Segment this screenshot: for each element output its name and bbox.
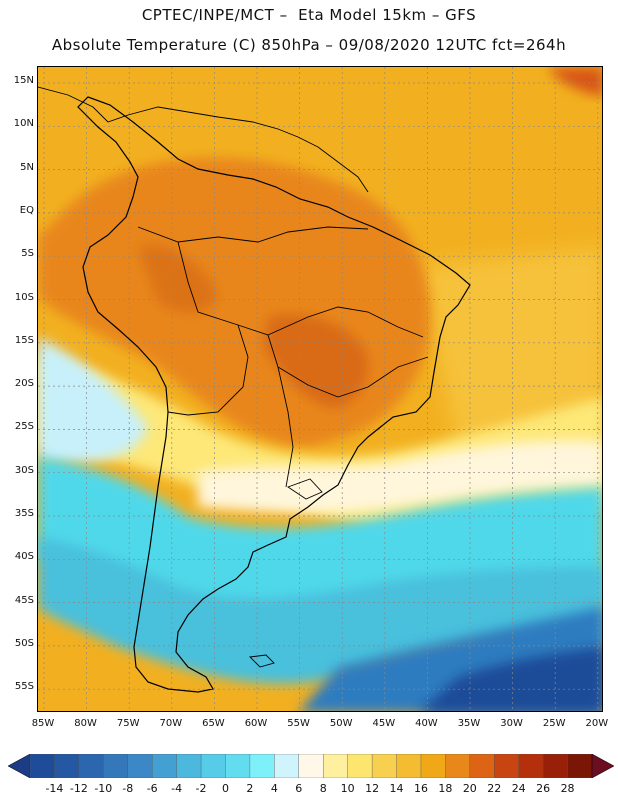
lat-tick-label: 10N — [13, 118, 34, 130]
lat-tick-label: 50S — [14, 637, 34, 649]
colorbar-swatch — [103, 754, 129, 778]
colorbar-swatch — [371, 754, 398, 778]
lat-tick-label: 55S — [14, 681, 34, 693]
lon-tick-label: 65W — [202, 718, 225, 729]
colorbar — [8, 754, 614, 778]
colorbar-swatch — [176, 754, 202, 778]
colorbar-swatch — [323, 754, 349, 778]
lat-tick-label: 20S — [14, 378, 34, 390]
lon-tick-label: 25W — [542, 718, 566, 729]
lon-tick-label: 45W — [372, 718, 396, 729]
colorbar-tick-label: -8 — [122, 782, 134, 795]
colorbar-swatch — [542, 754, 569, 778]
colorbar-tick-label: 14 — [389, 782, 404, 795]
colorbar-swatch — [347, 754, 373, 778]
colorbar-tick-label: -10 — [94, 782, 113, 795]
colorbar-tick-label: 18 — [438, 782, 453, 795]
lat-tick-label: 5S — [21, 248, 34, 260]
lon-tick-label: 70W — [159, 718, 183, 729]
colorbar-swatch — [78, 754, 104, 778]
country-borders — [137, 226, 429, 488]
colorbar-swatch — [420, 754, 446, 778]
colorbar-tick-label: -2 — [195, 782, 207, 795]
lon-tick-label: 85W — [31, 718, 55, 729]
colorbar-tick-label: 10 — [340, 782, 355, 795]
lat-tick-label: 30S — [14, 464, 34, 476]
colorbar-tick-label: 26 — [536, 782, 551, 795]
colorbar-tick-label: 12 — [365, 782, 380, 795]
lon-tick-label: 35W — [457, 718, 481, 729]
colorbar-swatch — [494, 754, 520, 778]
lon-tick-label: 30W — [500, 718, 523, 729]
lat-tick-label: 15S — [14, 334, 34, 346]
colorbar-swatch — [445, 754, 471, 778]
lon-tick-label: 55W — [287, 718, 310, 729]
colorbar-swatch — [127, 754, 153, 778]
coastline-caribbean — [38, 86, 369, 193]
lat-tick-label: 10S — [14, 291, 34, 303]
colorbar-swatch — [29, 754, 55, 778]
colorbar-tick-label: -6 — [146, 782, 158, 795]
lon-tick-label: 20W — [585, 718, 609, 729]
lat-tick-label: 15N — [13, 75, 34, 86]
lat-tick-label: 5N — [20, 161, 34, 173]
field-core-hot-2 — [138, 245, 218, 313]
field-blue-deep — [420, 647, 602, 711]
lon-tick-label: 60W — [244, 718, 268, 729]
colorbar-swatch — [151, 754, 178, 778]
colorbar-tick-label: 0 — [221, 782, 229, 795]
lat-tick-label: 40S — [14, 551, 34, 563]
colorbar-tick-label: 16 — [413, 782, 428, 795]
colorbar-tick-label: -14 — [45, 782, 64, 795]
field-cyan-light — [38, 337, 148, 464]
lon-tick-label: 50W — [329, 718, 353, 729]
colorbar-tick-label: 4 — [270, 782, 278, 795]
colorbar-tick-label: 2 — [246, 782, 254, 795]
field-red-corner — [548, 67, 602, 97]
lon-tick-label: 80W — [74, 718, 97, 729]
colorbar-swatch — [274, 754, 300, 778]
coastline-south-america — [77, 96, 471, 693]
colorbar-swatch — [54, 754, 80, 778]
temperature-map[interactable] — [37, 66, 603, 712]
lat-tick-label: 35S — [14, 508, 34, 519]
colorbar-swatch — [200, 754, 226, 778]
colorbar-swatch — [298, 754, 324, 778]
lat-tick-label: EQ — [19, 204, 34, 216]
map-canvas — [38, 67, 602, 711]
colorbar-tick-label: -12 — [69, 782, 88, 795]
colorbar-tick-label: 22 — [487, 782, 502, 795]
coastline-falklands — [249, 654, 275, 668]
colorbar-tick-label: 24 — [511, 782, 526, 795]
colorbar-tick-label: -4 — [171, 782, 183, 795]
colorbar-swatch — [518, 754, 544, 778]
colorbar-swatch — [469, 754, 495, 778]
graticule — [38, 67, 602, 711]
colorbar-high-arrow — [591, 754, 614, 778]
colorbar-swatch — [225, 754, 251, 778]
colorbar-tick-label: 28 — [560, 782, 575, 795]
map-title-line-2: Absolute Temperature (C) 850hPa – 09/08/… — [51, 36, 567, 54]
lake-lagoa — [287, 478, 323, 500]
lat-tick-label: 25S — [14, 421, 34, 433]
lon-tick-label: 40W — [415, 718, 438, 729]
map-title-line-1: CPTEC/INPE/MCT – Eta Model 15km – GFS — [141, 6, 477, 24]
lon-tick-label: 75W — [116, 718, 140, 729]
colorbar-swatch — [396, 754, 422, 778]
colorbar-tick-label: 6 — [295, 782, 303, 795]
colorbar-low-arrow — [8, 754, 31, 778]
colorbar-swatch — [249, 754, 275, 778]
lat-tick-label: 45S — [14, 594, 34, 606]
colorbar-tick-label: 8 — [319, 782, 327, 795]
colorbar-swatch — [567, 754, 593, 778]
colorbar-tick-label: 20 — [462, 782, 477, 795]
